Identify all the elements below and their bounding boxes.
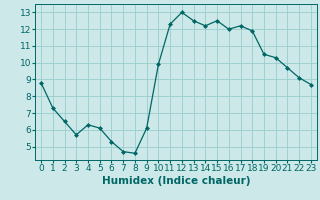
X-axis label: Humidex (Indice chaleur): Humidex (Indice chaleur) <box>102 176 250 186</box>
